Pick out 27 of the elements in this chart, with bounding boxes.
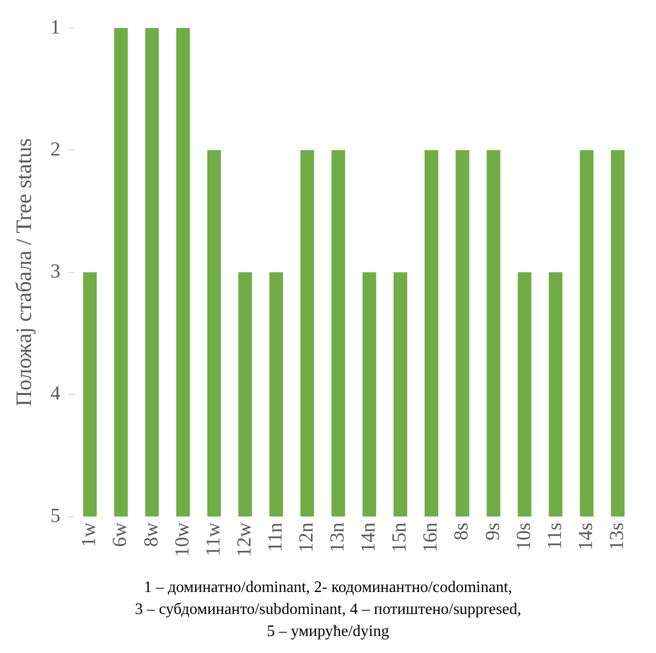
x-tick-label: 1w — [78, 522, 100, 548]
x-tick-label: 10s — [512, 522, 535, 550]
y-tick-label: 3 — [50, 260, 60, 283]
x-tick-label: 11w — [202, 522, 224, 556]
y-axis-title: Положај стабала / Tree status — [10, 138, 36, 406]
x-tick-label: 9s — [482, 522, 504, 540]
x-tick-label: 12w — [233, 522, 256, 558]
x-tick-label: 8s — [450, 522, 473, 540]
y-tick-label: 4 — [50, 382, 60, 405]
x-tick-label: 12n — [296, 522, 318, 553]
x-tick-label: 16n — [420, 522, 442, 553]
x-tick-label: 13s — [606, 522, 628, 550]
y-tick-label: 1 — [50, 16, 60, 38]
x-tick-label: 10w — [171, 522, 194, 558]
y-tick-label: 2 — [50, 138, 60, 160]
x-tick-label: 14n — [358, 522, 380, 553]
y-tick-label: 5 — [50, 504, 60, 527]
text: 3 – субдоминанто/subdominant, 4 – потиштено/suppresed, — [134, 600, 522, 620]
x-tick-label: 11n — [264, 522, 286, 552]
text: 5 – умируће/dying — [266, 622, 390, 642]
x-tick-label: 8w — [140, 522, 162, 548]
x-tick-label: 15n — [388, 522, 411, 553]
text: 1 – доминатно/dominant, 2- кодоминантно/codominant, — [142, 578, 514, 598]
x-tick-label: 14s — [574, 522, 597, 550]
x-tick-label: 6w — [109, 522, 132, 548]
x-tick-label: 13n — [326, 522, 349, 553]
x-tick-label: 11s — [544, 522, 566, 550]
